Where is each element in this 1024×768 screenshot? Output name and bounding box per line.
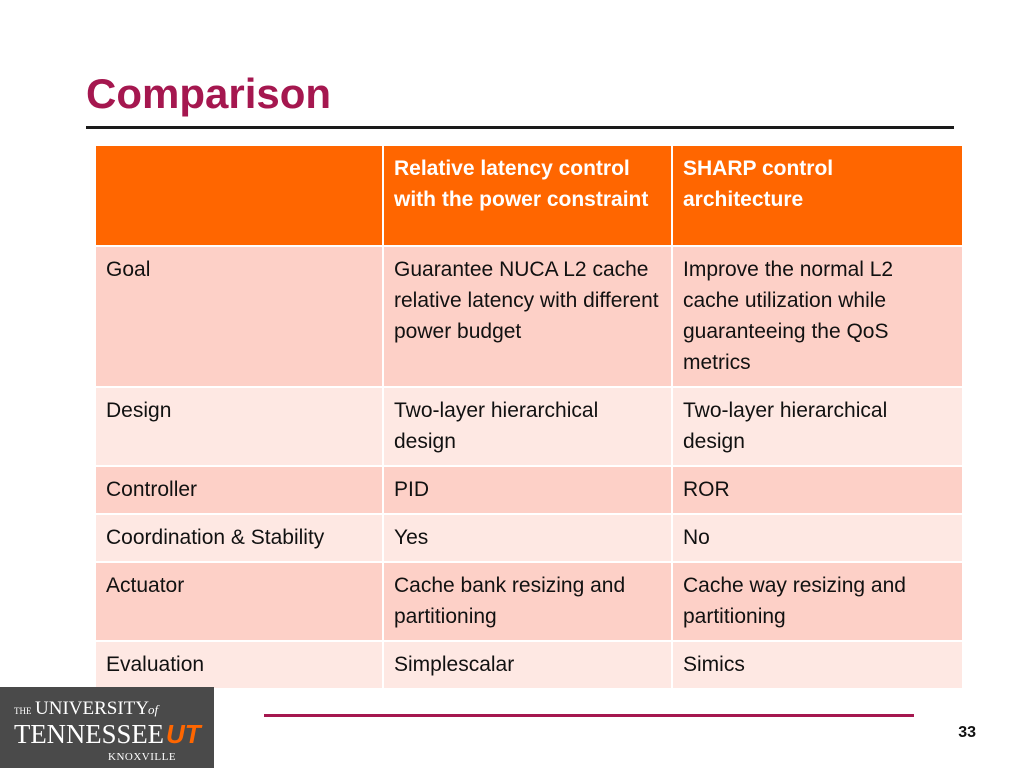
logo-knoxville: KNOXVILLE [108, 751, 176, 763]
table-cell: No [671, 513, 964, 563]
university-logo: THE UNIVERSITY of TENNESSEE UT KNOXVILLE [0, 687, 214, 768]
logo-the: THE [14, 706, 32, 716]
table-cell: Guarantee NUCA L2 cache relative latency… [382, 245, 673, 388]
comparison-table: Relative latency control with the power … [94, 144, 964, 690]
table-header-row: Relative latency control with the power … [94, 144, 964, 247]
row-label: Goal [94, 245, 384, 388]
table-cell: Cache way resizing and partitioning [671, 561, 964, 642]
row-label: Evaluation [94, 640, 384, 690]
row-label: Coordination & Stability [94, 513, 384, 563]
header-cell-relative-latency: Relative latency control with the power … [382, 144, 673, 247]
logo-ut-mark: UT [166, 719, 203, 749]
table-cell: PID [382, 465, 673, 515]
table-cell: Cache bank resizing and partitioning [382, 561, 673, 642]
slide-title: Comparison [86, 70, 332, 117]
title-underline [86, 126, 954, 129]
table-cell: Two-layer hierarchical design [382, 386, 673, 467]
table-cell: Simplescalar [382, 640, 673, 690]
table-row-coordination: Coordination & Stability Yes No [94, 513, 964, 563]
table-cell: ROR [671, 465, 964, 515]
footer-rule [264, 714, 914, 717]
row-label: Controller [94, 465, 384, 515]
row-label: Design [94, 386, 384, 467]
table-row-design: Design Two-layer hierarchical design Two… [94, 386, 964, 467]
page-number: 33 [958, 724, 976, 741]
logo-of: of [148, 702, 161, 717]
table-cell: Two-layer hierarchical design [671, 386, 964, 467]
table-row-goal: Goal Guarantee NUCA L2 cache relative la… [94, 245, 964, 388]
table-cell: Simics [671, 640, 964, 690]
header-cell-empty [94, 144, 384, 247]
table-row-controller: Controller PID ROR [94, 465, 964, 515]
table-cell: Yes [382, 513, 673, 563]
logo-tennessee: TENNESSEE [14, 719, 164, 749]
table-cell: Improve the normal L2 cache utilization … [671, 245, 964, 388]
header-cell-sharp: SHARP control architecture [671, 144, 964, 247]
table-row-actuator: Actuator Cache bank resizing and partiti… [94, 561, 964, 642]
row-label: Actuator [94, 561, 384, 642]
table-row-evaluation: Evaluation Simplescalar Simics [94, 640, 964, 690]
university-of-tennessee-logo-icon: THE UNIVERSITY of TENNESSEE UT KNOXVILLE [14, 698, 203, 763]
logo-university: UNIVERSITY [35, 698, 149, 719]
